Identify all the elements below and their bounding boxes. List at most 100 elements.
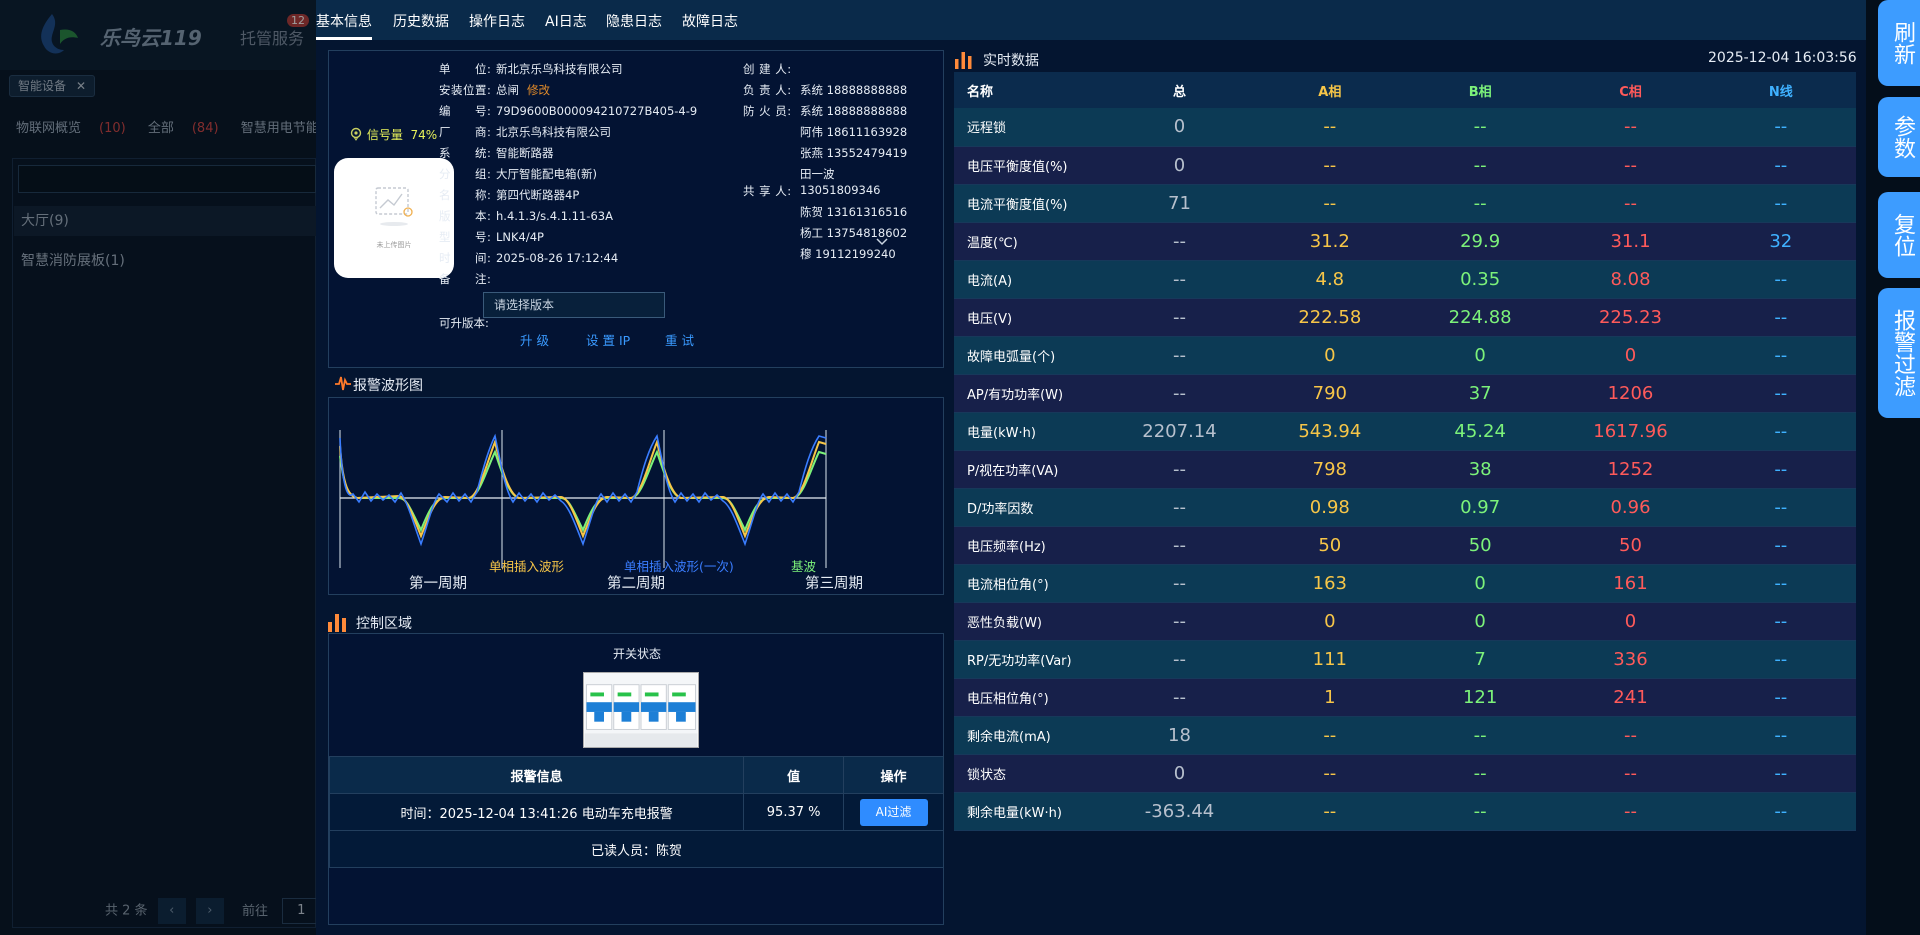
row-total: -- [1104,488,1255,527]
row-phase-c: 50 [1555,526,1706,565]
field-group: 分 组: 大厅智能配电箱(新) [439,167,597,181]
row-phase-a: 222.58 [1254,298,1405,337]
upgrade-button[interactable]: 升 级 [520,333,549,348]
row-phase-a: 4.8 [1254,260,1405,299]
breaker-switch-icon[interactable] [583,672,699,748]
row-phase-c: -- [1555,146,1706,185]
tab-all[interactable]: 全部 (84) [147,121,219,136]
fire-officer-item: 阿伟 18611163928 [800,125,908,139]
row-name: 远程锁 [954,108,1105,147]
table-row: 电流(A) -- 4.8 0.35 8.08 -- [954,260,1856,299]
row-phase-b: -- [1404,792,1556,831]
row-phase-a: 790 [1254,374,1405,413]
params-button[interactable]: 参数 [1878,97,1920,177]
header-total: 总 [1104,72,1255,108]
row-phase-c: 1252 [1555,450,1706,489]
tab-hazard-log[interactable]: 隐患日志 [606,14,662,30]
row-n-line: -- [1705,754,1856,793]
waveform-chart: 单相插入波形 单相插入波形(一次) 基波 第一周期 第二周期 第三周期 [339,430,863,592]
alarm-header-action: 操作 [843,756,944,794]
legend-single-phase-primary: 单相插入波形(一次) [624,559,734,574]
row-phase-b: -- [1404,754,1556,793]
row-name: 电压平衡度值(%) [954,146,1105,185]
table-row: 剩余电流(mA) 18 -- -- -- -- [954,716,1856,755]
table-row: P/视在功率(VA) -- 798 38 1252 -- [954,450,1856,489]
tab-operation-log[interactable]: 操作日志 [469,14,525,30]
next-page-button[interactable]: › [195,898,224,924]
row-n-line: -- [1705,640,1856,679]
waveform-icon [335,376,351,391]
field-name: 名 称: 第四代断路器4P [439,188,580,202]
row-name: 剩余电量(kW·h) [954,792,1105,831]
row-phase-a: 1 [1254,678,1405,717]
row-phase-b: 38 [1404,450,1556,489]
alarm-table: 报警信息 值 操作 时间：2025-12-04 13:41:26 电动车充电报警… [328,756,944,868]
page-tag[interactable]: 智能设备 ✕ [9,75,96,97]
row-phase-c: -- [1555,716,1706,755]
logo-icon [41,14,78,54]
row-n-line: -- [1705,678,1856,717]
row-phase-b: 7 [1404,640,1556,679]
set-ip-button[interactable]: 设 置 IP [586,333,631,348]
search-input[interactable] [18,165,316,193]
table-row: 电流平衡度值(%) 71 -- -- -- -- [954,184,1856,223]
row-total: -- [1104,260,1255,299]
legend-single-phase: 单相插入波形 [489,559,565,574]
edit-location-link[interactable]: 修改 [527,83,550,97]
row-name: 恶性负载(W) [954,602,1105,641]
tab-iot-overview[interactable]: 物联网概览 (10) [16,121,126,136]
prev-page-button[interactable]: ‹ [157,898,186,924]
header-phase-c: C相 [1555,72,1706,108]
alarm-filter-button[interactable]: 报警过滤 [1878,288,1920,418]
row-total: 2207.14 [1104,412,1255,451]
table-row: 温度(℃) -- 31.2 29.9 31.1 32 [954,222,1856,261]
device-photo[interactable]: 未上传图片 [334,158,454,278]
realtime-title: 实时数据 [983,53,1039,69]
chevron-down-icon[interactable] [875,235,889,249]
row-phase-c: -- [1555,754,1706,793]
realtime-timestamp: 2025-12-04 16:03:56 [1708,50,1857,66]
tab-smart-power[interactable]: 智慧用电节能 [240,121,319,136]
tab-fault-log[interactable]: 故障日志 [682,14,738,30]
row-phase-a: -- [1254,716,1405,755]
switch-status-label: 开关状态 [612,647,661,661]
row-phase-b: 0 [1404,564,1556,603]
row-phase-c: 0.96 [1555,488,1706,527]
alarm-table-header: 报警信息 值 操作 [328,756,944,794]
sharer-item: 杨工 13754818602 [800,226,908,240]
row-phase-a: 50 [1254,526,1405,565]
list-item[interactable]: 智慧消防展板(1) [21,253,125,269]
header-name: 名称 [954,72,1105,108]
control-title: 控制区域 [356,616,412,632]
field-remark: 备 注: [439,272,492,286]
refresh-button[interactable]: 刷新 [1878,0,1920,86]
period-2: 第二周期 [607,574,665,592]
row-total: 0 [1104,146,1255,185]
row-phase-c: 225.23 [1555,298,1706,337]
header-n-line: N线 [1705,72,1856,108]
reset-button[interactable]: 复位 [1878,192,1920,278]
row-total: -- [1104,602,1255,641]
nav-managed-service[interactable]: 托管服务 [240,29,305,48]
retry-button[interactable]: 重 试 [665,333,694,348]
version-select[interactable]: 请选择版本 [483,292,665,318]
row-phase-b: -- [1404,146,1556,185]
params-button-label: 参数 [1890,115,1915,159]
tab-history-data[interactable]: 历史数据 [393,14,449,30]
close-icon[interactable]: ✕ [76,79,87,93]
row-n-line: -- [1705,564,1856,603]
row-phase-a: 0 [1254,602,1405,641]
pagination-total: 共 2 条 [105,903,148,919]
tab-ai-log[interactable]: AI日志 [545,14,587,30]
fire-officer-item: 13051809346 [800,183,881,197]
row-n-line: -- [1705,336,1856,375]
group-item[interactable]: 大厅(9) [14,206,316,236]
row-name: 故障电弧量(个) [954,336,1105,375]
ai-filter-button[interactable]: AI过滤 [859,798,928,826]
background-page: 乐鸟云119 托管服务 12 智能设备 ✕ 物联网概览 (10) 全部 (84) 智慧… [0,0,329,935]
tab-basic-info[interactable]: 基本信息 [316,11,372,40]
row-name: 电流(A) [954,260,1105,299]
tab-bar: 基本信息 历史数据 操作日志 AI日志 隐患日志 故障日志 [316,0,1866,40]
row-phase-b: 37 [1404,374,1556,413]
header-phase-b: B相 [1404,72,1556,108]
